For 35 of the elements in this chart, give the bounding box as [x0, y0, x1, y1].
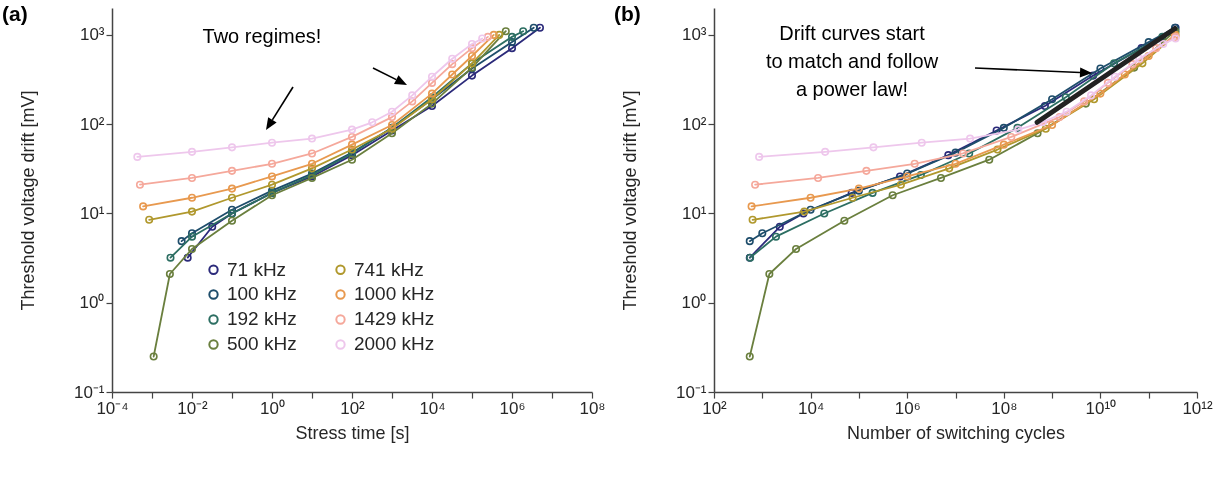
x-tick-label: 10⁸	[579, 398, 606, 418]
x-axis-title: Stress time [s]	[295, 422, 410, 443]
y-tick-label: 10¹	[79, 203, 105, 223]
x-tick-label: 10⁶	[894, 398, 921, 418]
x-tick-label: 10¹²	[1182, 398, 1213, 418]
y-tick-label: 10⁰	[79, 293, 105, 313]
x-axis-title: Number of switching cycles	[847, 422, 1065, 443]
legend-label: 192 kHz	[227, 308, 297, 330]
legend-label: 100 kHz	[227, 283, 297, 305]
y-tick-label: 10²	[681, 114, 707, 134]
x-tick-label: 10⁶	[499, 398, 526, 418]
y-axis-title: Threshold voltage drift [mV]	[619, 90, 640, 311]
legend-label: 2000 kHz	[354, 333, 435, 355]
x-tick-label: 10⁻²	[177, 398, 209, 418]
x-tick-label: 10¹⁰	[1085, 398, 1117, 418]
x-tick-label: 10⁰	[260, 398, 285, 418]
legend-label: 741 kHz	[354, 258, 424, 280]
x-tick-label: 10⁴	[798, 398, 825, 418]
y-tick-label: 10⁰	[681, 293, 707, 313]
y-axis-title: Threshold voltage drift [mV]	[17, 90, 38, 311]
annotation: Two regimes!	[202, 25, 322, 47]
legend-label: 1429 kHz	[354, 308, 435, 330]
annotation: Drift curves start to match and follow a power law!	[765, 22, 939, 100]
y-tick-label: 10³	[79, 25, 105, 45]
y-tick-label: 10³	[681, 25, 707, 45]
y-tick-label: 10¹	[681, 203, 707, 223]
legend-label: 71 kHz	[227, 258, 287, 280]
legend-label: 1000 kHz	[354, 283, 435, 305]
chart-title: (b)	[614, 2, 641, 25]
chart-title: (a)	[2, 2, 28, 25]
x-tick-label: 10⁴	[419, 398, 446, 418]
x-tick-label: 10²	[340, 398, 366, 418]
x-tick-label: 10⁸	[991, 398, 1018, 418]
y-tick-label: 10²	[79, 114, 105, 134]
legend-label: 500 kHz	[227, 333, 297, 355]
